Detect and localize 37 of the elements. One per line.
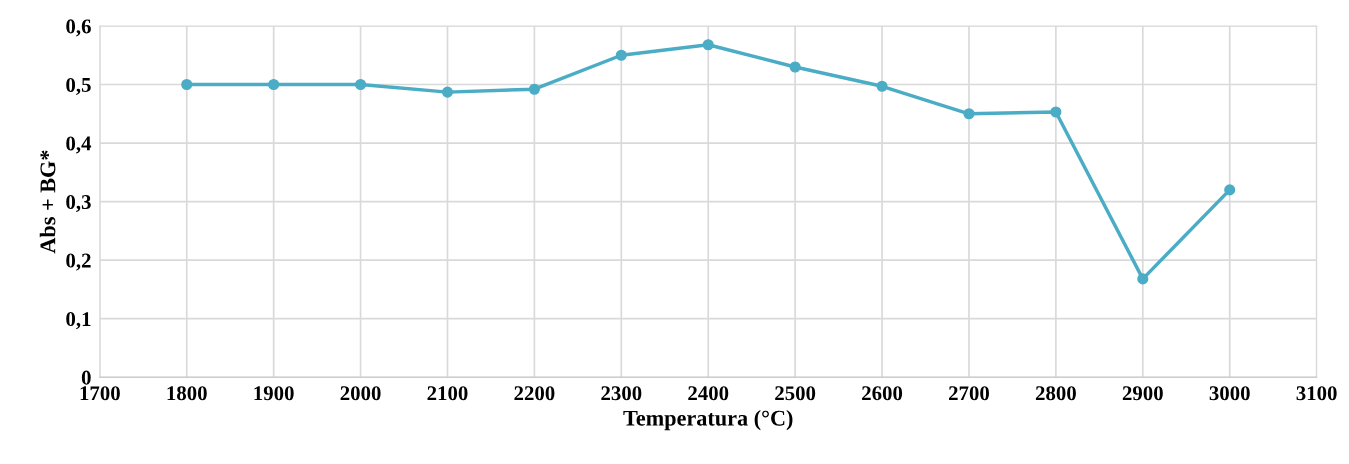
point bbox=[876, 80, 888, 92]
y-tick-label: 0,5 bbox=[66, 77, 91, 95]
y-tick-label: 0,6 bbox=[66, 19, 91, 37]
x-tick-label: 1900 bbox=[254, 386, 294, 401]
y-tick-label: 0,3 bbox=[66, 194, 91, 213]
x-tick-label: 1700 bbox=[80, 386, 120, 401]
point bbox=[1050, 106, 1062, 118]
y-tick-label: 0 bbox=[81, 370, 91, 385]
x-tick-label: 2600 bbox=[862, 386, 903, 401]
x-tick-label: 2900 bbox=[1122, 386, 1163, 401]
x-tick-label: 2300 bbox=[601, 386, 642, 401]
point bbox=[355, 78, 367, 91]
point bbox=[528, 83, 540, 95]
point bbox=[789, 61, 801, 73]
x-tick-label: 3000 bbox=[1209, 386, 1250, 401]
point bbox=[441, 86, 454, 98]
point bbox=[181, 78, 193, 91]
point bbox=[615, 49, 627, 61]
x-tick-label: 2400 bbox=[688, 386, 729, 401]
y-axis-title: Abs + BG* bbox=[39, 150, 56, 254]
x-tick-label: 2000 bbox=[340, 386, 381, 401]
x-tick-label: 1800 bbox=[167, 386, 207, 401]
y-tick-label: 0,1 bbox=[66, 312, 91, 330]
point bbox=[1224, 184, 1236, 196]
x-tick-label: 2200 bbox=[514, 386, 555, 401]
y-tick-label: 0,4 bbox=[66, 136, 92, 154]
point bbox=[268, 78, 280, 91]
x-tick-label: 2800 bbox=[1035, 386, 1076, 401]
point bbox=[963, 108, 975, 120]
point bbox=[702, 39, 714, 51]
x-axis-title: Temperatura (°C) bbox=[623, 410, 793, 431]
x-tick-label: 3100 bbox=[1296, 386, 1337, 401]
point bbox=[1137, 273, 1149, 285]
x-tick-label: 2100 bbox=[427, 386, 468, 401]
x-tick-label: 2700 bbox=[949, 386, 990, 401]
x-tick-label: 2500 bbox=[775, 386, 816, 401]
y-tick-label: 0,2 bbox=[66, 253, 91, 271]
